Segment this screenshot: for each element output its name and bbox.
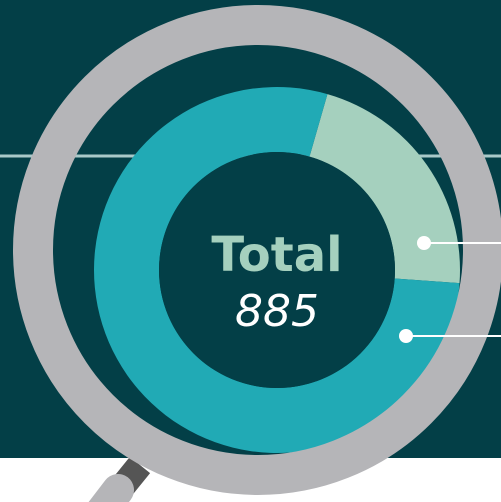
illustration: Total 885 bbox=[0, 0, 501, 502]
center-title: Total bbox=[211, 227, 342, 283]
callout-dot bbox=[399, 329, 413, 343]
callout-dot bbox=[417, 236, 431, 250]
center-total: 885 bbox=[235, 286, 319, 337]
magnifier-handle bbox=[95, 465, 140, 502]
handle-grip bbox=[95, 490, 118, 502]
